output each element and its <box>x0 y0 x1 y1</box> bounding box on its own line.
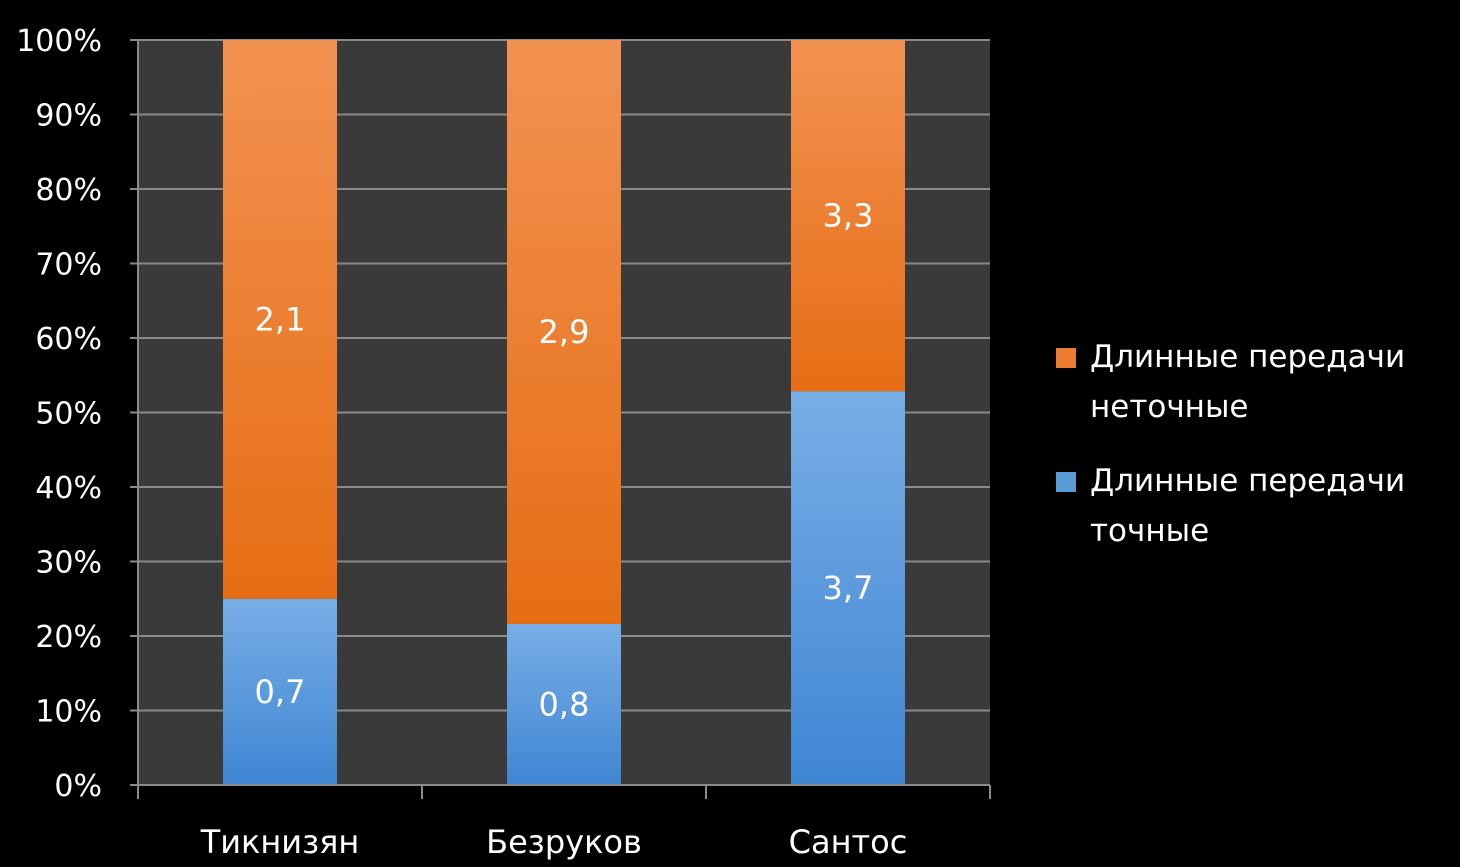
x-category-label: Сантос <box>789 823 908 861</box>
bars <box>223 40 905 785</box>
data-labels: 0,7 2,1 0,8 2,9 3,7 3,3 <box>255 197 874 724</box>
x-category-label: Тикнизян <box>200 823 360 861</box>
legend: Длинные передачи неточные Длинные переда… <box>1056 332 1446 580</box>
y-tick-label: 0% <box>54 769 102 804</box>
y-tick-label: 100% <box>16 24 102 59</box>
y-tick-label: 50% <box>35 397 102 432</box>
legend-item-accurate: Длинные передачи точные <box>1056 456 1446 556</box>
bar-accurate-3 <box>791 391 905 785</box>
data-label: 3,3 <box>823 197 874 235</box>
data-label: 0,7 <box>255 673 306 711</box>
y-tick-label: 70% <box>35 248 102 283</box>
y-tick-label: 90% <box>35 99 102 134</box>
y-tick-label: 40% <box>35 471 102 506</box>
y-tick-label: 30% <box>35 546 102 581</box>
y-tick-label: 20% <box>35 620 102 655</box>
x-category-label: Безруков <box>486 823 642 861</box>
legend-swatch-inaccurate <box>1056 348 1076 368</box>
y-tick-label: 80% <box>35 173 102 208</box>
axes: 0% 10% 20% 30% 40% 50% 60% 70% 80% 90% 100% Тикнизя… <box>16 24 991 861</box>
data-label: 3,7 <box>823 569 874 607</box>
bar-accurate-1 <box>223 598 337 785</box>
bar-inaccurate-2 <box>507 40 621 624</box>
y-tick-label: 10% <box>35 695 102 730</box>
y-tick-label: 60% <box>35 322 102 357</box>
bar-inaccurate-3 <box>791 40 905 392</box>
legend-item-inaccurate: Длинные передачи неточные <box>1056 332 1446 432</box>
legend-label-accurate: Длинные передачи точные <box>1090 463 1406 549</box>
bar-inaccurate-1 <box>223 40 337 599</box>
legend-label-inaccurate: Длинные передачи неточные <box>1090 339 1406 425</box>
data-label: 2,1 <box>255 300 306 338</box>
data-label: 0,8 <box>539 685 590 723</box>
data-label: 2,9 <box>539 313 590 351</box>
legend-swatch-accurate <box>1056 472 1076 492</box>
bar-accurate-2 <box>507 623 621 785</box>
